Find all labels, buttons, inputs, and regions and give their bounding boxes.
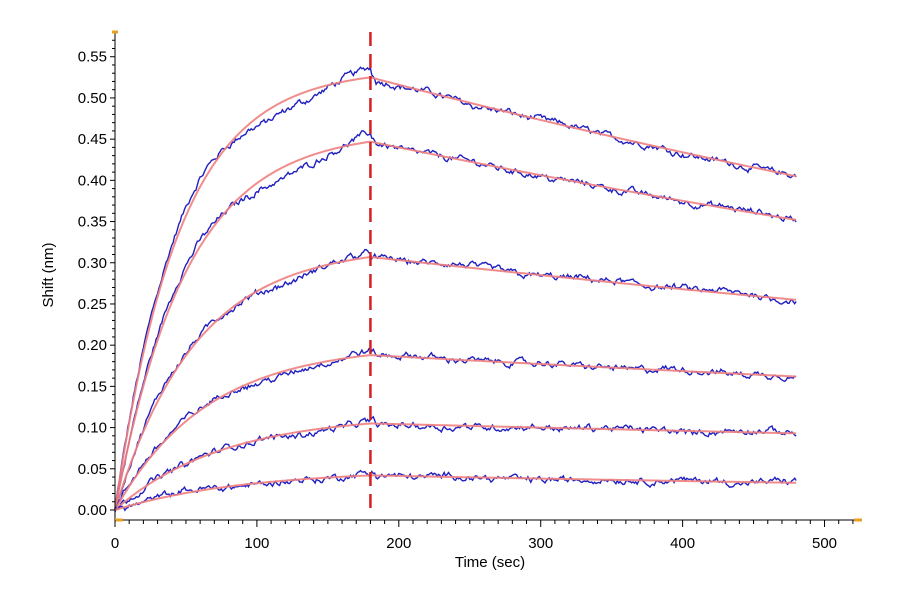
measured-trace-4	[114, 347, 797, 513]
fit-curve-6	[114, 474, 797, 511]
y-tick-label: 0.25	[78, 296, 107, 313]
fit-curve-4	[114, 354, 797, 511]
axes-layer: 0.00 0.05 0.10 0.15 0.20 0.25 0.30 0.35 0.40 0.45…	[78, 30, 862, 552]
fit-curve-5	[114, 422, 797, 511]
measured-trace-3	[114, 248, 797, 509]
fit-curve-1	[114, 76, 797, 511]
y-tick-label: 0.20	[78, 337, 107, 354]
y-axis-title: Shift (nm)	[40, 242, 57, 307]
x-tick-label: 500	[812, 535, 837, 552]
measured-trace-1	[114, 66, 797, 510]
y-tick-label: 0.55	[78, 49, 107, 66]
y-tick-label: 0.45	[78, 131, 107, 148]
y-tick-label: 0.40	[78, 172, 107, 189]
y-tick-label: 0.10	[78, 420, 107, 437]
y-tick-label: 0.30	[78, 255, 107, 272]
x-tick-label: 200	[386, 535, 411, 552]
y-tick-label: 0.00	[78, 502, 107, 519]
fit-curve-3	[114, 255, 797, 511]
x-axis-title: Time (sec)	[455, 554, 525, 571]
y-tick-label: 0.50	[78, 90, 107, 107]
fit-curve-2	[114, 140, 797, 511]
x-tick-label: 400	[670, 535, 695, 552]
measured-trace-6	[114, 469, 797, 512]
curves-layer	[114, 32, 797, 513]
x-tick-label: 100	[244, 535, 269, 552]
x-tick-label: 0	[111, 535, 119, 552]
y-tick-label: 0.35	[78, 214, 107, 231]
y-tick-label: 0.15	[78, 378, 107, 395]
x-tick-label: 300	[528, 535, 553, 552]
y-tick-label: 0.05	[78, 461, 107, 478]
